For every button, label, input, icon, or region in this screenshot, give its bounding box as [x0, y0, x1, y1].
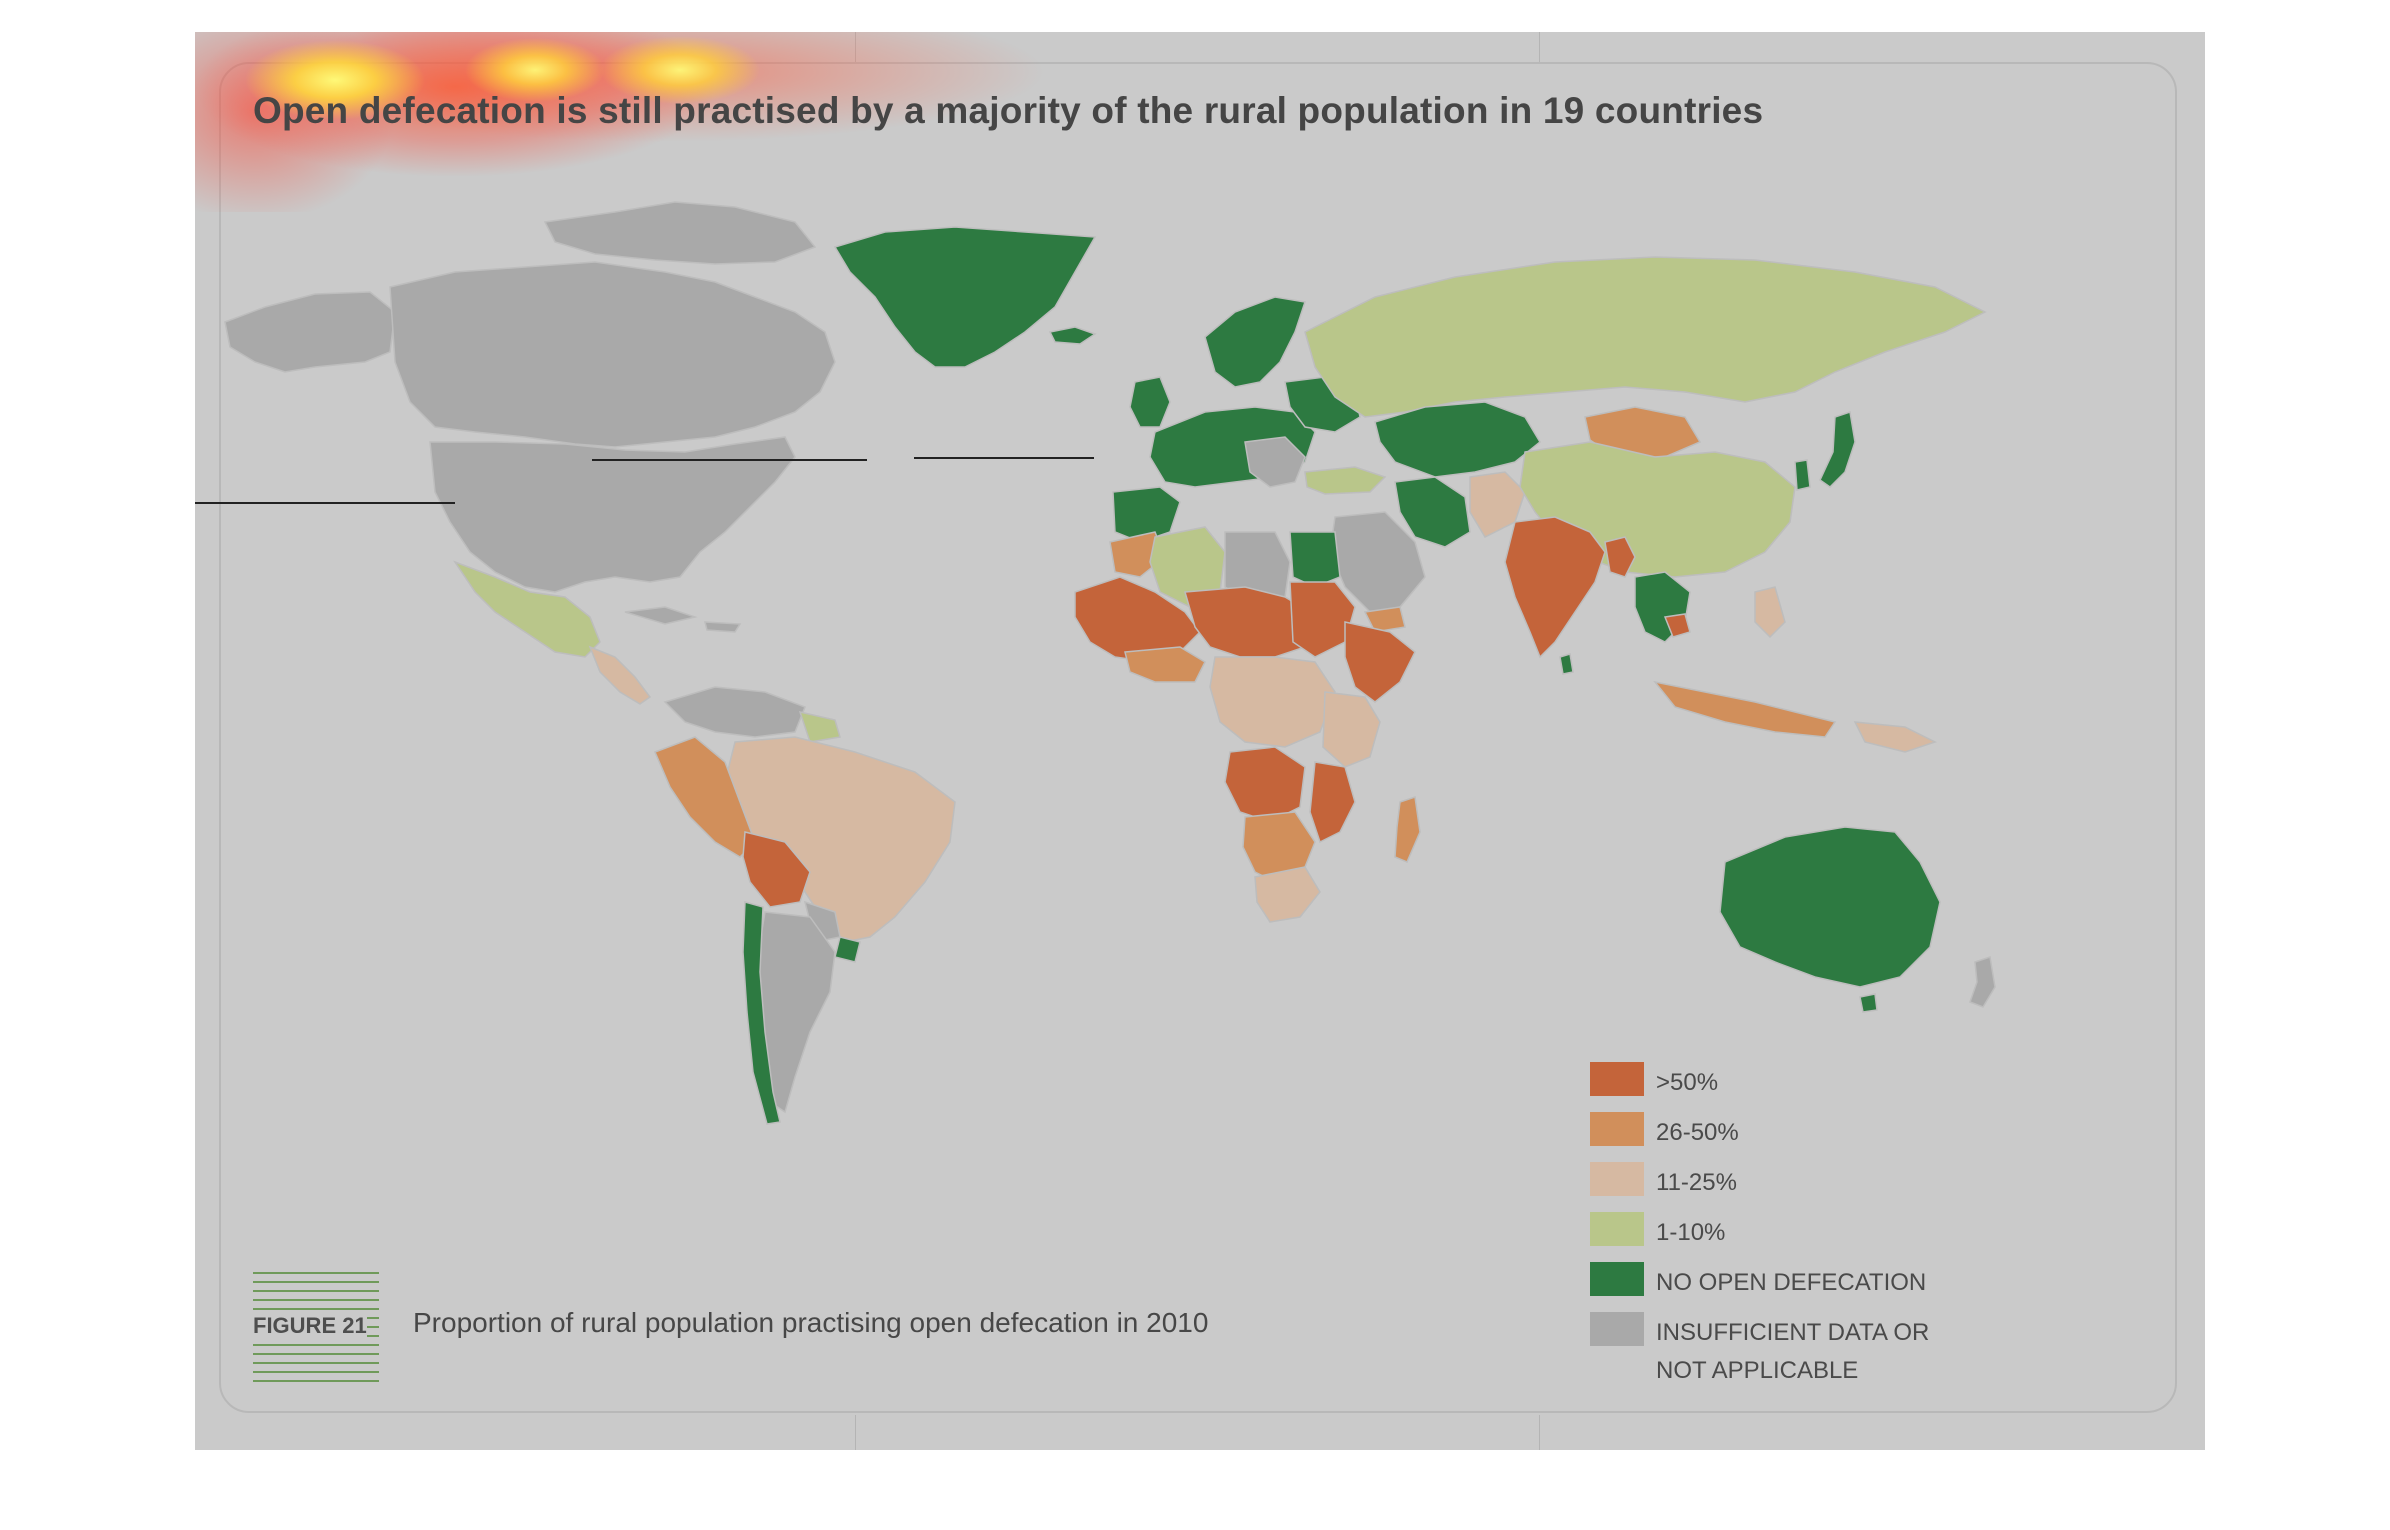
map-panel: Open defecation is still practised by a …	[195, 32, 2205, 1450]
region-cambodia[interactable]	[1663, 613, 1691, 638]
figure-caption: Proportion of rural population practisin…	[413, 1307, 1209, 1338]
region-japan[interactable]	[1819, 411, 1856, 488]
legend-label: >50%	[1656, 1069, 1719, 1096]
region-caribbean[interactable]	[624, 606, 742, 633]
rule-line-1	[592, 459, 867, 461]
region-bangladesh-myanmar[interactable]	[1604, 536, 1636, 578]
region-south-africa[interactable]	[1254, 866, 1321, 923]
region-turkey[interactable]	[1304, 466, 1387, 495]
region-central-america[interactable]	[588, 645, 652, 705]
legend-swatch	[1590, 1312, 1644, 1346]
region-tasmania[interactable]	[1859, 993, 1878, 1013]
region-angola-zambia[interactable]	[1224, 746, 1306, 823]
legend-label: 11-25%	[1656, 1169, 1737, 1196]
legend-swatch	[1590, 1212, 1644, 1246]
region-australia[interactable]	[1719, 826, 1941, 988]
region-indonesia[interactable]	[1653, 680, 1837, 738]
region-colombia-venezuela[interactable]	[663, 686, 806, 738]
fold-line-bottom-right	[1539, 1415, 1540, 1450]
legend-label: NO OPEN DEFECATION	[1656, 1269, 1927, 1296]
region-india[interactable]	[1504, 516, 1606, 659]
region-balkans[interactable]	[1244, 436, 1306, 488]
region-scandinavia[interactable]	[1204, 296, 1306, 388]
fold-line-bottom-left	[855, 1415, 856, 1450]
region-arctic-islands[interactable]	[543, 201, 817, 265]
legend-label: INSUFFICIENT DATA OR NOT APPLICABLE	[1656, 1319, 1930, 1384]
world-map	[224, 201, 1996, 1125]
legend-label: 26-50%	[1656, 1119, 1739, 1146]
region-korea[interactable]	[1794, 459, 1811, 491]
region-bolivia[interactable]	[742, 831, 811, 908]
region-iberia[interactable]	[1112, 486, 1181, 543]
region-uk-ireland[interactable]	[1129, 376, 1171, 428]
region-usa[interactable]	[429, 436, 796, 593]
legend-swatch	[1590, 1162, 1644, 1196]
region-mozambique[interactable]	[1309, 761, 1356, 844]
map-title: Open defecation is still practised by a …	[253, 90, 1764, 131]
map-frame	[219, 62, 2177, 1413]
region-kazakhstan[interactable]	[1374, 401, 1541, 478]
rule-line-2	[914, 457, 1094, 459]
region-alaska[interactable]	[224, 291, 396, 373]
region-horn-of-africa[interactable]	[1344, 621, 1416, 703]
region-russia[interactable]	[1304, 256, 1987, 418]
region-uruguay[interactable]	[834, 936, 861, 963]
region-guianas[interactable]	[798, 710, 841, 743]
region-iran[interactable]	[1394, 476, 1471, 548]
legend-swatch	[1590, 1262, 1644, 1296]
figure-tag: FIGURE 21	[253, 1311, 367, 1341]
region-yemen[interactable]	[1363, 606, 1406, 633]
region-png[interactable]	[1853, 721, 1937, 753]
region-canada[interactable]	[389, 261, 836, 448]
region-sahel[interactable]	[1184, 586, 1311, 658]
region-east-africa[interactable]	[1322, 691, 1381, 768]
rule-line-3	[195, 502, 455, 504]
region-new-zealand[interactable]	[1969, 956, 1996, 1008]
region-sri-lanka[interactable]	[1559, 653, 1574, 675]
region-madagascar[interactable]	[1394, 796, 1421, 863]
region-chile[interactable]	[742, 901, 781, 1125]
region-central-africa[interactable]	[1209, 656, 1336, 748]
fold-line-top-right	[1539, 32, 1540, 62]
region-gulf-of-guinea[interactable]	[1124, 646, 1206, 683]
legend-swatch	[1590, 1112, 1644, 1146]
region-philippines[interactable]	[1754, 586, 1786, 639]
region-egypt[interactable]	[1289, 531, 1341, 588]
region-iceland[interactable]	[1048, 326, 1097, 345]
region-greenland[interactable]	[833, 226, 1097, 368]
legend-label: 1-10%	[1656, 1219, 1726, 1246]
legend-swatch	[1590, 1062, 1644, 1096]
